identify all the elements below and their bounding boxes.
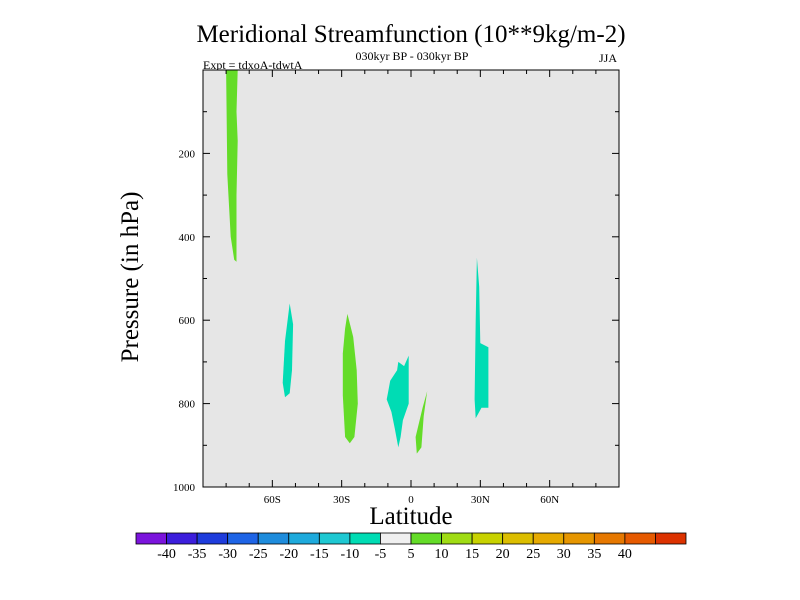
x-tick-label: 30N xyxy=(471,494,490,506)
plot-background xyxy=(203,70,619,487)
plot-frame xyxy=(202,69,620,488)
chart-title: Meridional Streamfunction (10**9kg/m-2) xyxy=(196,21,625,48)
colorbar-label: -10 xyxy=(341,547,360,562)
contour-regions xyxy=(226,70,489,454)
colorbar-label: -20 xyxy=(279,547,298,562)
colorbar-label: 30 xyxy=(557,547,571,562)
chart-subtitle: 030kyr BP - 030kyr BP xyxy=(356,49,469,63)
colorbar-label: 35 xyxy=(587,547,601,562)
colorbar-swatch xyxy=(502,532,534,545)
colorbar-label: -35 xyxy=(188,547,207,562)
y-tick-label: 1000 xyxy=(173,482,196,494)
colorbar-swatch xyxy=(532,532,565,545)
region-teal-blob-29N xyxy=(474,257,489,419)
x-tick-label: 60N xyxy=(540,494,559,506)
colorbar-label: 5 xyxy=(408,547,415,562)
x-tick-label: 60S xyxy=(264,494,281,506)
y-tick-label: 200 xyxy=(179,148,196,160)
colorbar-label: -40 xyxy=(157,547,176,562)
axis-ticks: 60S 30S 0 30N 60N 200 400 600 800 1000 xyxy=(173,70,619,506)
colorbar-swatch xyxy=(624,532,656,545)
y-tick-label: 800 xyxy=(179,399,196,411)
region-green-blob-27S xyxy=(342,313,358,444)
colorbar-swatch xyxy=(166,532,198,545)
x-axis-label: Latitude xyxy=(369,503,452,530)
colorbar-label: -15 xyxy=(310,547,329,562)
colorbar-label: 40 xyxy=(618,547,632,562)
x-tick-label: 0 xyxy=(408,494,414,506)
colorbar-swatch xyxy=(410,532,442,545)
colorbar-swatch xyxy=(349,532,381,545)
y-tick-label: 400 xyxy=(179,232,196,244)
colorbar-label: -25 xyxy=(249,547,268,562)
colorbar-label: -5 xyxy=(375,547,387,562)
colorbar-swatch xyxy=(441,532,473,545)
colorbar-label: 15 xyxy=(465,547,479,562)
colorbar-swatch xyxy=(318,532,351,545)
colorbar: -40 -35 -30 -25 -20 -15 -10 -5 5 10 15 20 25 30 35 40 xyxy=(135,532,687,562)
colorbar-swatch xyxy=(257,532,290,545)
colorbar-swatch xyxy=(380,532,412,545)
colorbar-swatch xyxy=(227,532,259,545)
colorbar-swatch xyxy=(196,532,229,545)
colorbar-label: 10 xyxy=(435,547,449,562)
season-label: JJA xyxy=(599,51,617,65)
colorbar-swatch xyxy=(135,532,167,545)
y-axis-label: Pressure (in hPa) xyxy=(117,192,144,363)
colorbar-label: 20 xyxy=(496,547,510,562)
region-green-blob-3N xyxy=(415,391,428,454)
colorbar-swatch xyxy=(563,532,595,545)
region-teal-blob-8S xyxy=(386,355,409,448)
colorbar-label: -30 xyxy=(218,547,237,562)
colorbar-swatch xyxy=(593,532,626,545)
colorbar-swatch xyxy=(655,532,687,545)
region-teal-blob-63S xyxy=(282,303,294,398)
x-tick-label: 30S xyxy=(333,494,350,506)
colorbar-swatch xyxy=(471,532,504,545)
region-green-column-45S xyxy=(226,70,238,262)
y-tick-label: 600 xyxy=(179,315,196,327)
colorbar-label: 25 xyxy=(526,547,540,562)
colorbar-swatch xyxy=(288,532,320,545)
experiment-label: Expt = tdxoA-tdwtA xyxy=(203,58,303,72)
